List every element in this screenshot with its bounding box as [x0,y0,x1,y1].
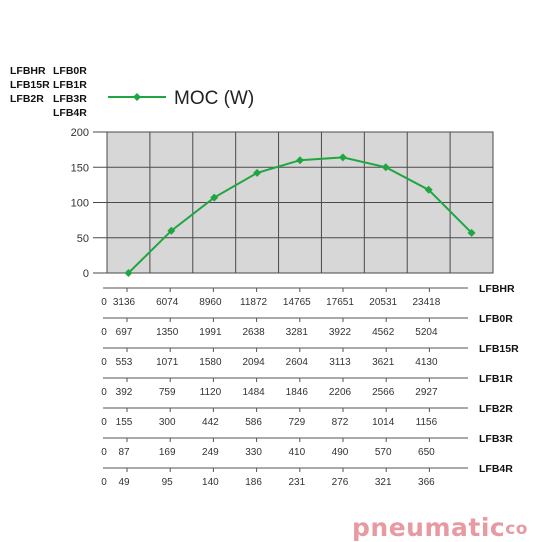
scale-tick-label: 2094 [242,357,265,368]
scale-tick-label: 553 [116,357,133,368]
y-tick-label: 200 [71,127,89,139]
scale-tick-label: 410 [288,447,305,458]
scale-tick-label: 586 [245,417,262,428]
scale-tick-label: 276 [332,477,349,488]
scale-name: LFB2R [479,403,513,415]
model-label: LFB15R [10,79,50,91]
scale-tick-label: 1991 [199,327,222,338]
scale-tick-label: 2566 [372,387,395,398]
legend-label: MOC (W) [174,88,254,109]
scale-tick-label: 11872 [240,297,268,308]
scale-tick-label: 14765 [283,297,311,308]
scale-zero-label: 0 [101,327,107,338]
scale-tick-label: 8960 [199,297,222,308]
scale-tick-label: 155 [116,417,133,428]
scale-tick-label: 3621 [372,357,395,368]
y-tick-label: 150 [71,162,89,174]
y-tick-label: 100 [71,198,89,210]
scale-tick-label: 3281 [286,327,309,338]
scale-tick-label: 49 [118,477,130,488]
data-point [253,168,262,177]
data-point [167,226,176,235]
data-point [424,185,433,194]
y-tick-label: 50 [77,233,89,245]
scale-zero-label: 0 [101,387,107,398]
scale-tick-label: 2927 [415,387,438,398]
model-label: LFB1R [53,79,87,91]
data-point [338,153,347,162]
scale-name: LFB3R [479,433,513,445]
scale-tick-label: 872 [332,417,349,428]
scale-zero-label: 0 [101,477,107,488]
scale-tick-label: 95 [162,477,174,488]
model-label: LFB3R [53,93,87,105]
scale-tick-label: 490 [332,447,349,458]
scale-tick-label: 23418 [412,297,440,308]
scale-name: LFBHR [479,283,515,295]
scale-name: LFB1R [479,373,513,385]
scale-tick-label: 1580 [199,357,222,368]
scale-tick-label: 4562 [372,327,395,338]
scale-name: LFB0R [479,313,513,325]
scale-tick-label: 231 [288,477,305,488]
scale-tick-label: 2638 [242,327,265,338]
scale-tick-label: 3113 [329,357,351,368]
scale-tick-label: 2206 [329,387,352,398]
scale-tick-label: 5204 [415,327,438,338]
scale-tick-label: 2604 [286,357,309,368]
scale-tick-label: 1120 [200,387,222,398]
scale-zero-label: 0 [101,297,107,308]
scale-tick-label: 87 [118,447,130,458]
model-label: LFB0R [53,65,87,77]
scale-tick-label: 1350 [156,327,179,338]
scale-tick-label: 729 [288,417,305,428]
scale-tick-label: 20531 [369,297,397,308]
data-point [210,193,219,202]
scale-name: LFB15R [479,343,519,355]
model-label: LFB4R [53,107,87,119]
scale-tick-label: 140 [202,477,219,488]
scale-tick-label: 3922 [329,327,352,338]
scale-zero-label: 0 [101,447,107,458]
scale-tick-label: 570 [375,447,392,458]
scale-tick-label: 17651 [326,297,354,308]
scale-tick-label: 1484 [242,387,265,398]
scale-tick-label: 1014 [372,417,395,428]
scale-zero-label: 0 [101,417,107,428]
scale-tick-label: 300 [159,417,176,428]
scale-tick-label: 697 [116,327,133,338]
scale-tick-label: 6074 [156,297,179,308]
scale-tick-label: 330 [245,447,262,458]
scale-tick-label: 392 [116,387,133,398]
scale-tick-label: 186 [245,477,262,488]
scale-tick-label: 759 [159,387,176,398]
scale-tick-label: 442 [202,417,219,428]
logo-suffix: co [505,519,528,539]
scale-tick-label: 321 [375,477,392,488]
scale-tick-label: 249 [202,447,219,458]
data-point [296,156,304,165]
scale-tick-label: 1071 [156,357,179,368]
logo-text: pneumatic [352,513,506,542]
data-point [381,163,390,172]
scale-tick-label: 650 [418,447,435,458]
data-point [467,228,476,237]
scale-tick-label: 366 [418,477,435,488]
model-label: LFBHR [10,65,46,77]
scale-tick-label: 169 [159,447,176,458]
y-tick-label: 0 [83,268,89,280]
data-point [124,269,133,277]
scale-tick-label: 4130 [415,357,438,368]
scale-zero-label: 0 [101,357,107,368]
scale-tick-label: 1846 [286,387,309,398]
scale-tick-label: 3136 [113,297,136,308]
pneumatico-logo: pneumaticco [352,513,528,542]
scale-name: LFB4R [479,463,513,475]
legend-marker [133,93,141,101]
scale-tick-label: 1156 [416,417,438,428]
model-label: LFB2R [10,93,44,105]
